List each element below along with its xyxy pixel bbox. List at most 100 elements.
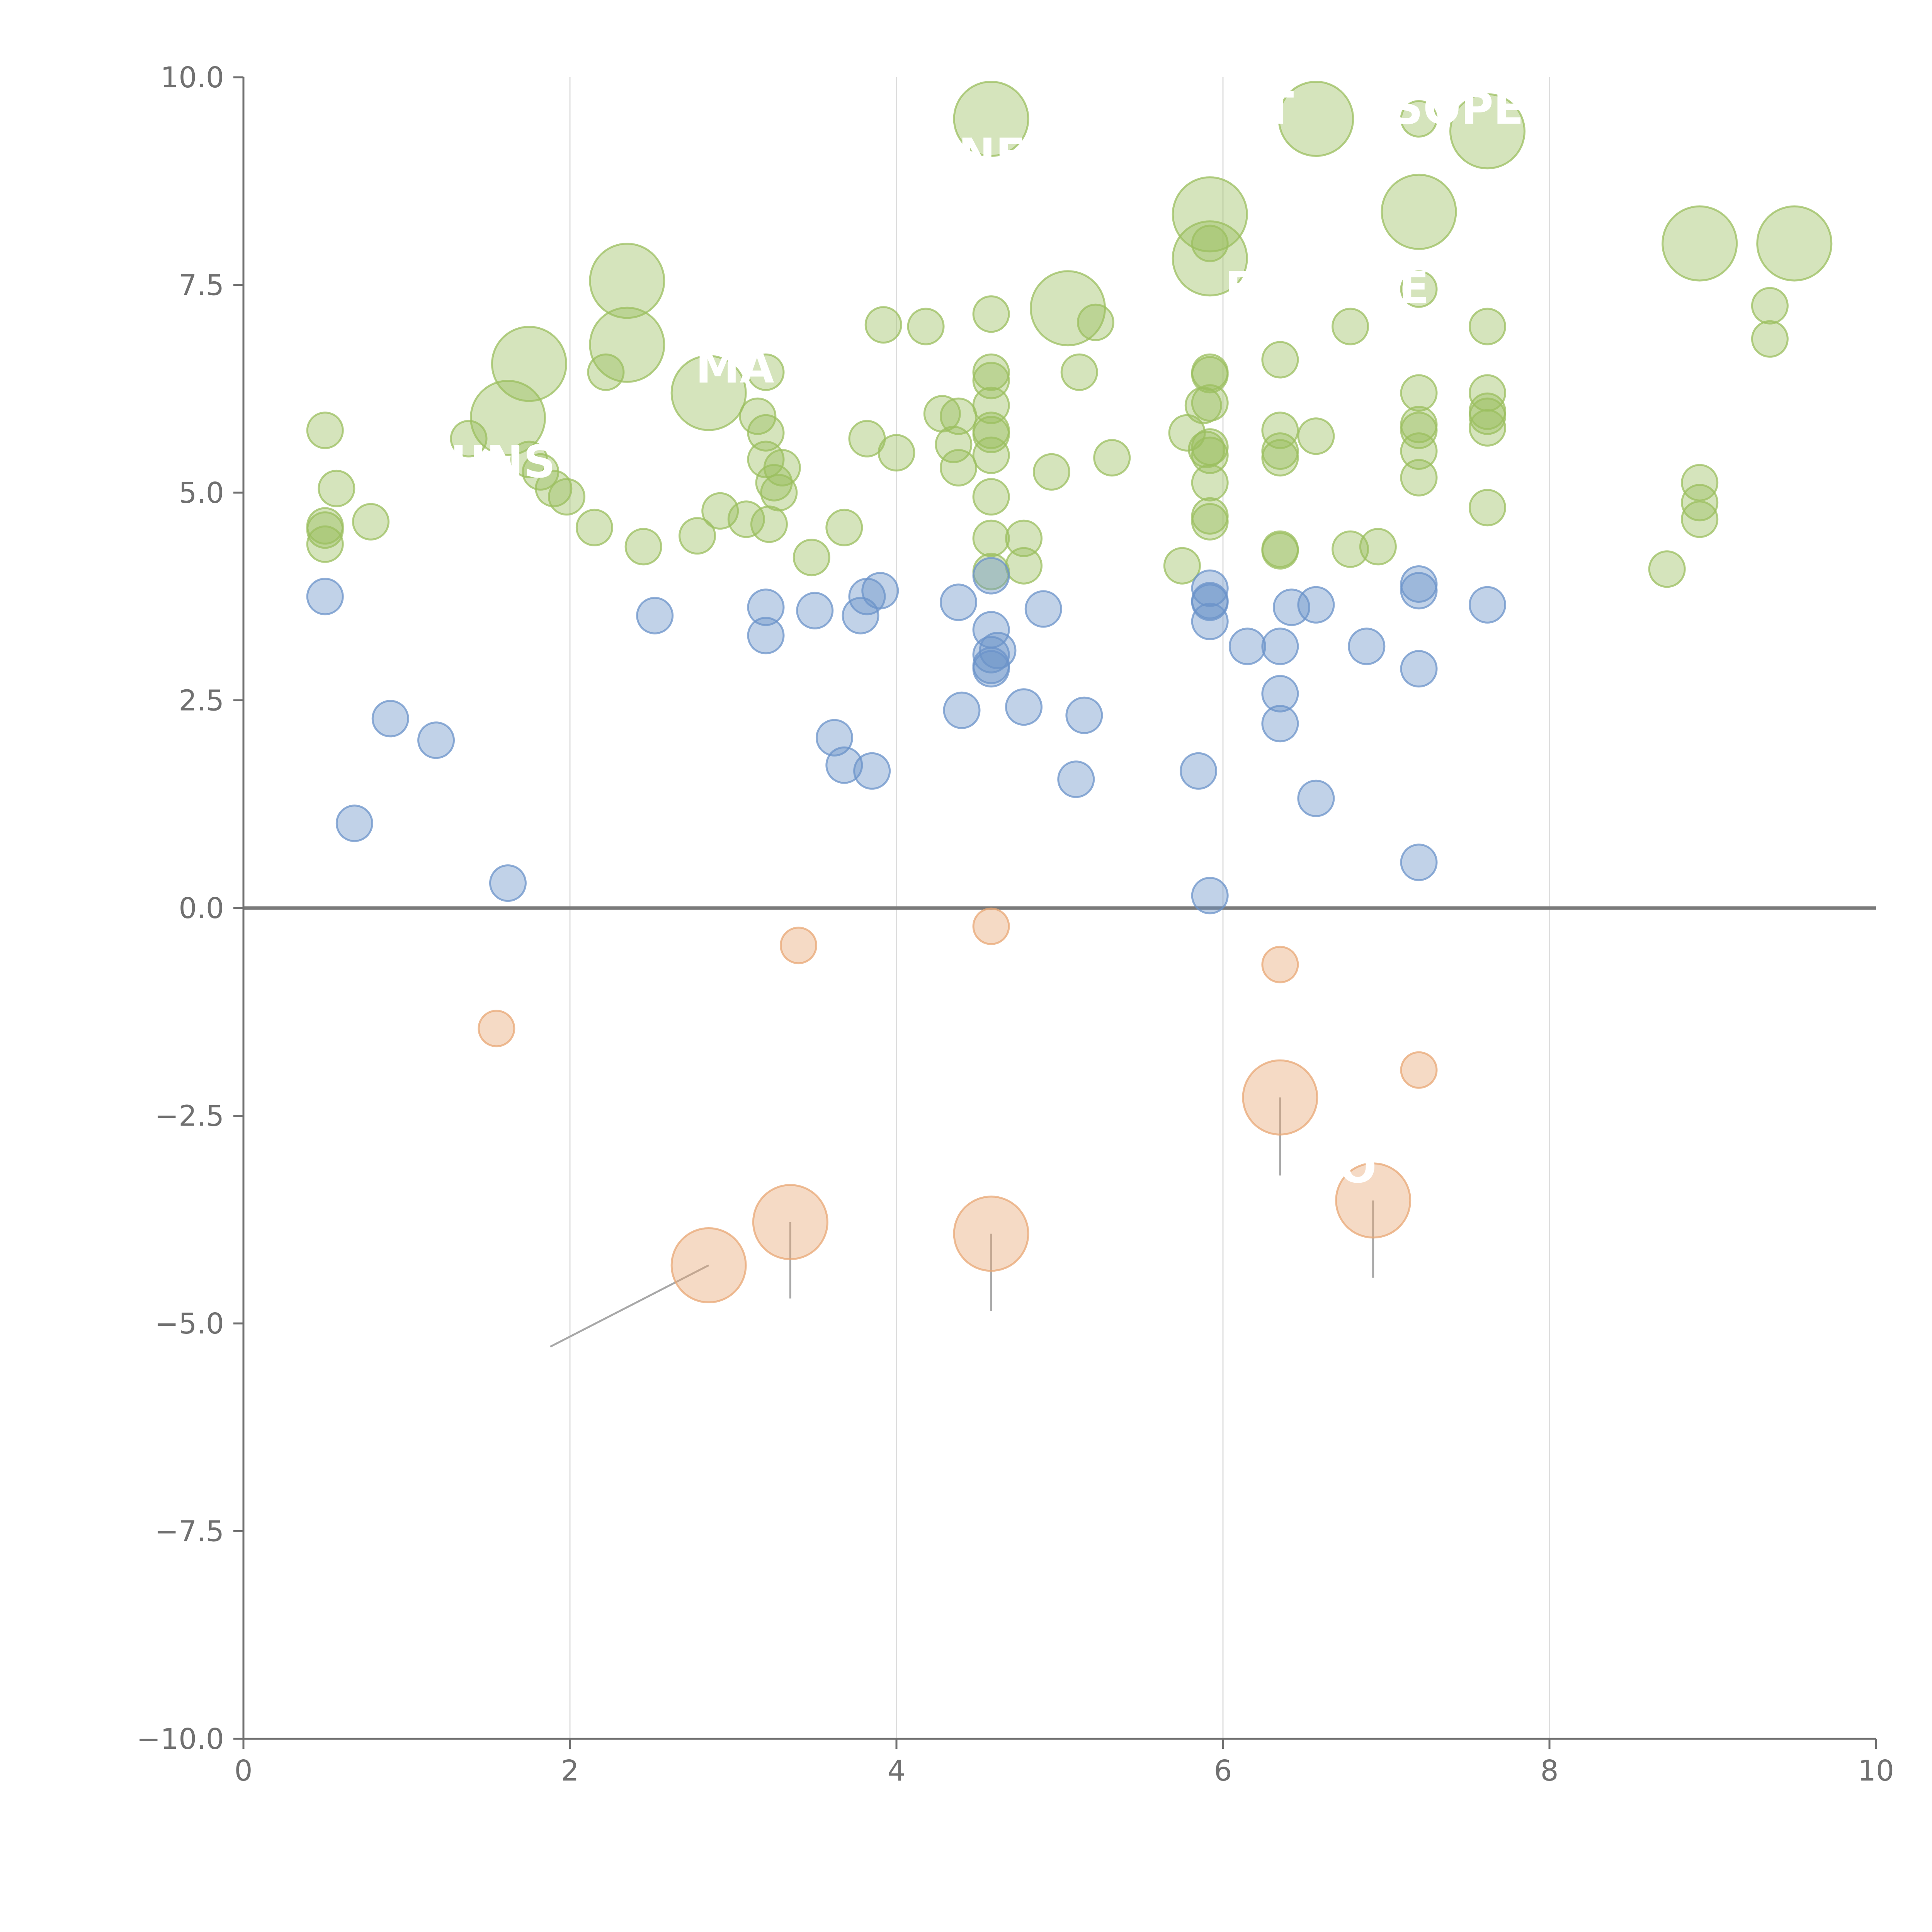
bubble-mid [1191,877,1229,915]
bubble-high [1332,530,1369,568]
annotation-leader [610,267,628,282]
bubble-high [679,517,716,555]
annotation-label-sope: SOPE [1391,83,1524,134]
bubble-high [1751,287,1789,325]
bubble-high [1191,464,1229,502]
annotation-leader [1692,243,1701,277]
bubble-high [548,478,586,516]
bubble-mid [1348,628,1386,665]
bubble-high [1297,417,1335,455]
bubble-mid [1065,696,1103,734]
bubble-high [935,425,973,463]
annotation-leader [1467,130,1488,141]
bubble-high [1400,100,1438,138]
bubble-high [1005,547,1043,585]
x-tick-label: 10 [1858,1754,1894,1787]
bubble-high [1060,353,1098,391]
bubble-high [1191,436,1229,474]
x-tick-label: 6 [1214,1754,1232,1787]
bubble-high [1163,547,1201,585]
bubble-high [1184,386,1222,424]
bubble-mid [1297,779,1335,817]
y-tick-label: −10.0 [136,1723,224,1756]
annotation-label-t: T [1264,83,1294,134]
annotation-leader [1777,234,1795,244]
bubble-mid [335,804,373,842]
bubble-mid [825,746,863,784]
bubble-mid [417,721,455,759]
bubble-high [760,474,798,512]
bubble-mid [1180,752,1218,790]
bubble-mid [489,864,527,902]
y-tick-label: 2.5 [179,684,224,718]
bubble-high [727,500,765,538]
bubble-high [1468,397,1506,435]
bubble-low [752,1184,828,1260]
annotation-label-uns: UNS [450,436,555,488]
bubble-high [450,420,488,457]
bubble-high [1005,519,1043,557]
bubble-high [750,505,788,543]
bubble-mid [747,588,785,626]
bubble-mid [1468,586,1506,624]
bubble-high [1172,220,1248,297]
bubble-high [972,295,1010,333]
bubble-high [864,306,902,344]
bubble-high [306,511,344,549]
bubble-high [1681,500,1719,538]
bubble-mid [796,592,834,629]
bubble-mid [1191,602,1229,640]
bubble-high [878,434,915,472]
bubble-high [1077,303,1114,341]
bubble-low [1261,946,1299,983]
bubble-high [793,539,830,577]
bubble-high [1400,459,1438,497]
bubble-mid [1400,844,1438,881]
bubble-mid [1261,705,1299,743]
annotation-leader [455,417,509,440]
x-tick-label: 0 [234,1754,252,1787]
bubble-mid [972,650,1010,688]
bubble-high [1168,414,1206,452]
bubble-high [1400,374,1438,412]
bubble-mid [940,583,978,621]
bubble-mid [747,617,785,655]
bubble-high [1400,270,1438,308]
bubble-high [1172,176,1248,253]
annotation-label-ma: MA [696,342,774,393]
bubble-high [1261,412,1299,449]
bubble-low [478,1010,515,1048]
y-tick-label: −7.5 [155,1515,224,1548]
bubble-high [972,436,1010,474]
bubble-mid [1191,569,1229,607]
bubble-high [491,326,567,402]
bubble-mid [1272,588,1310,626]
bubble-high [670,355,747,431]
bubble-mid [1400,572,1438,610]
bubble-high [1261,439,1299,477]
bubble-high [972,478,1010,516]
bubble-high [1261,341,1299,379]
bubbles [306,81,1833,1303]
bubble-mid [1005,688,1043,726]
bubble-high [1681,484,1719,522]
bubble-high [1093,439,1131,477]
annotation-label-o: O [1339,1141,1377,1193]
bubble-high [1648,550,1686,588]
annotation-leader [550,1264,709,1348]
bubble-high [318,469,355,507]
bubble-high [589,306,665,383]
bubble-high [972,519,1010,557]
bubble-low [780,927,817,964]
bubble-mid [1297,586,1335,624]
x-tick-label: 2 [561,1754,579,1787]
bubble-mid [1024,590,1062,628]
y-tick-label: −2.5 [155,1100,224,1133]
y-tick-label: 0.0 [179,892,224,925]
bubble-mid [943,691,981,729]
bubble-low [953,1196,1029,1272]
bubble-high [352,503,390,541]
bubble-high [1278,81,1354,157]
bubble-high [972,416,1010,453]
